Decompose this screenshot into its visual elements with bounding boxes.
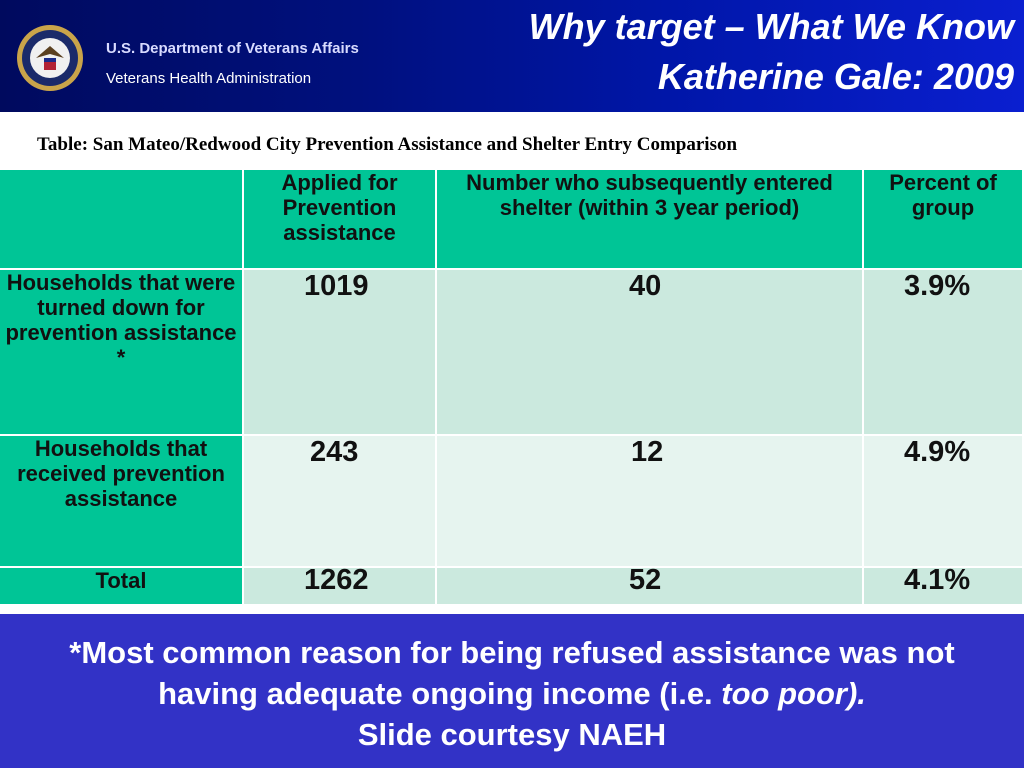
- entered-cell: 12: [437, 436, 864, 568]
- row-label: Total: [95, 568, 147, 593]
- row-label-cell: Households that were turned down for pre…: [0, 270, 244, 436]
- table-header-row: Applied for Prevention assistance Number…: [0, 170, 1024, 270]
- percent-cell: 3.9%: [864, 270, 1024, 436]
- applied-value: 1262: [304, 564, 369, 596]
- header-cell-percent: Percent of group: [864, 170, 1024, 270]
- slide-title: Why target – What We Know Katherine Gale…: [454, 2, 1014, 102]
- applied-cell: 1262: [244, 564, 437, 606]
- footnote-line-2-text: having adequate ongoing income (i.e.: [158, 676, 722, 711]
- title-line-1: Why target – What We Know: [528, 6, 1014, 47]
- header-percent-label: Percent of group: [889, 170, 997, 220]
- header-entered-label: Number who subsequently entered shelter …: [466, 170, 833, 220]
- footnote-banner: *Most common reason for being refused as…: [0, 614, 1024, 768]
- table-row: Households that were turned down for pre…: [0, 270, 1024, 436]
- percent-value: 4.1%: [904, 564, 971, 596]
- percent-value: 4.9%: [904, 436, 971, 468]
- row-label-cell: Households that received prevention assi…: [0, 436, 244, 568]
- entered-value: 12: [631, 436, 664, 468]
- applied-cell: 1019: [244, 270, 437, 436]
- entered-value: 40: [629, 270, 662, 302]
- applied-value: 243: [310, 436, 359, 468]
- row-label-cell: Total: [0, 568, 244, 606]
- table-caption: Table: San Mateo/Redwood City Prevention…: [37, 134, 738, 155]
- footnote-credit: Slide courtesy NAEH: [357, 717, 667, 752]
- header-cell-empty: [0, 170, 244, 270]
- header-applied-label: Applied for Prevention assistance: [281, 170, 398, 245]
- entered-cell: 40: [437, 270, 864, 436]
- org-name: U.S. Department of Veterans Affairs: [106, 40, 359, 57]
- header-cell-entered: Number who subsequently entered shelter …: [437, 170, 864, 270]
- footnote-line-1: *Most common reason for being refused as…: [69, 635, 955, 670]
- header-cell-applied: Applied for Prevention assistance: [244, 170, 437, 270]
- percent-cell: 4.1%: [864, 564, 1024, 606]
- percent-value: 3.9%: [904, 270, 971, 302]
- va-seal-icon: [17, 25, 83, 91]
- percent-cell: 4.9%: [864, 436, 1024, 568]
- title-line-2: Katherine Gale: 2009: [657, 56, 1014, 97]
- entered-cell: 52: [437, 564, 864, 606]
- footnote-italic-text: too poor).: [721, 676, 866, 711]
- table-row: Households that received prevention assi…: [0, 436, 1024, 568]
- table-row-total: Total 1262 52 4.1%: [0, 564, 1024, 606]
- org-subname: Veterans Health Administration: [106, 70, 312, 87]
- applied-value: 1019: [304, 270, 369, 302]
- row-label: Households that received prevention assi…: [17, 436, 225, 511]
- entered-value: 52: [629, 564, 662, 596]
- footnote-line-2: having adequate ongoing income (i.e. too…: [0, 673, 1024, 714]
- slide-header: U.S. Department of Veterans Affairs Vete…: [0, 0, 1024, 112]
- row-label: Households that were turned down for pre…: [5, 270, 237, 370]
- applied-cell: 243: [244, 436, 437, 568]
